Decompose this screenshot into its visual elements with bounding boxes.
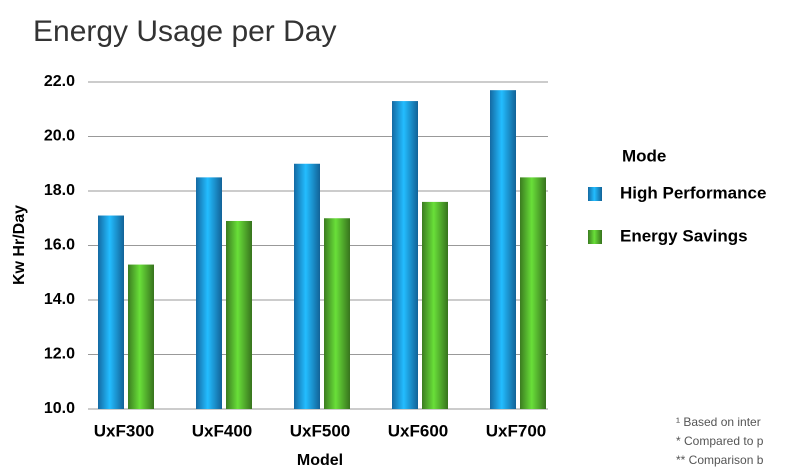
x-tick-label: UxF300	[94, 421, 154, 440]
x-tick-label: UxF500	[290, 421, 350, 440]
y-tick-label: 12.0	[44, 346, 75, 363]
bar	[392, 101, 418, 409]
bar	[128, 264, 154, 409]
bar	[324, 218, 350, 409]
footnote: ¹ Based on inter	[676, 415, 761, 429]
legend-label: Energy Savings	[620, 226, 748, 245]
y-tick-label: 10.0	[44, 400, 75, 417]
bar	[422, 201, 448, 409]
y-tick-label: 16.0	[44, 237, 75, 254]
legend-label: High Performance	[620, 183, 766, 202]
x-axis-title: Model	[297, 452, 343, 468]
bar	[294, 163, 320, 409]
footnote: * Compared to p	[676, 434, 764, 448]
bar	[490, 90, 516, 410]
bar	[98, 215, 124, 409]
y-tick-label: 20.0	[44, 128, 75, 145]
y-tick-label: 14.0	[44, 291, 75, 308]
bar	[226, 220, 252, 409]
legend-title: Mode	[622, 146, 666, 165]
chart-title: Energy Usage per Day	[33, 15, 337, 48]
legend-swatch	[588, 230, 602, 244]
y-tick-label: 22.0	[44, 73, 75, 90]
x-tick-label: UxF400	[192, 421, 252, 440]
x-tick-label: UxF700	[486, 421, 546, 440]
legend-swatch	[588, 187, 602, 201]
y-tick-label: 18.0	[44, 182, 75, 199]
footnote: ** Comparison b	[676, 453, 764, 467]
y-axis-title: Kw Hr/Day	[11, 205, 28, 285]
bar	[520, 177, 546, 409]
bar	[196, 177, 222, 409]
x-tick-label: UxF600	[388, 421, 448, 440]
